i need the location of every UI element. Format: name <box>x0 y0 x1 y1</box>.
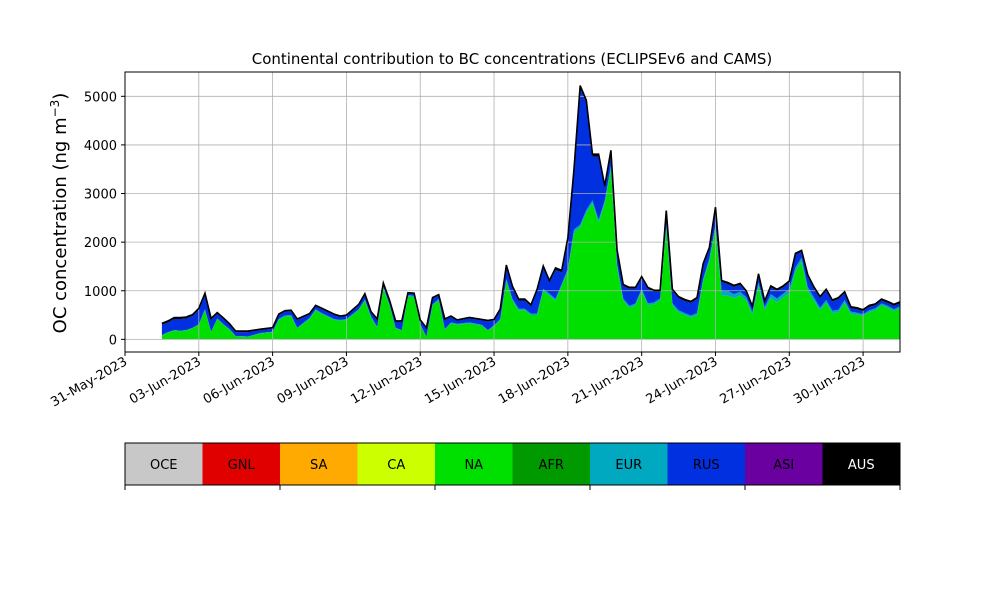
legend-label: CA <box>387 458 405 473</box>
legend-label: EUR <box>615 458 642 473</box>
legend-swatch-gnl <box>202 443 280 485</box>
axes-frame <box>124 71 901 353</box>
legend-swatch-sa <box>280 443 358 485</box>
colorbar-legend: OCE GNL SA CA NA AFR EUR RUS ASI AUS <box>124 442 901 490</box>
legend-label: AUS <box>848 458 875 473</box>
legend-label: OCE <box>150 458 178 473</box>
legend-swatch-eur <box>590 443 668 485</box>
legend-swatch-na <box>435 443 513 485</box>
y-tick-label: 2000 <box>84 236 117 251</box>
legend-label: NA <box>464 458 483 473</box>
legend-label: ASI <box>773 458 794 473</box>
legend-swatch-oce <box>125 443 203 485</box>
y-tick-label: 1000 <box>84 285 117 300</box>
total-outline <box>161 85 900 332</box>
legend-swatch-rus <box>667 443 745 485</box>
y-tick-label: 5000 <box>84 90 117 105</box>
chart-title: Continental contribution to BC concentra… <box>252 50 773 68</box>
total-line <box>161 85 900 332</box>
y-axis: 0 1000 2000 3000 4000 5000 <box>84 90 125 348</box>
grid <box>124 72 900 352</box>
legend-label: RUS <box>693 458 720 473</box>
y-tick-label: 0 <box>109 333 117 348</box>
legend-label: SA <box>310 458 327 473</box>
y-tick-label: 3000 <box>84 188 117 203</box>
y-axis-label: OC concentration (ng m−3) <box>48 93 71 334</box>
legend-swatch-ca <box>357 443 435 485</box>
legend-swatch-afr <box>512 443 590 485</box>
legend-swatch-asi <box>745 443 823 485</box>
legend-label: GNL <box>228 458 256 473</box>
legend-frame <box>124 442 901 486</box>
legend-swatch-aus <box>822 443 900 485</box>
y-tick-label: 4000 <box>84 139 117 154</box>
legend-label: AFR <box>539 458 564 473</box>
